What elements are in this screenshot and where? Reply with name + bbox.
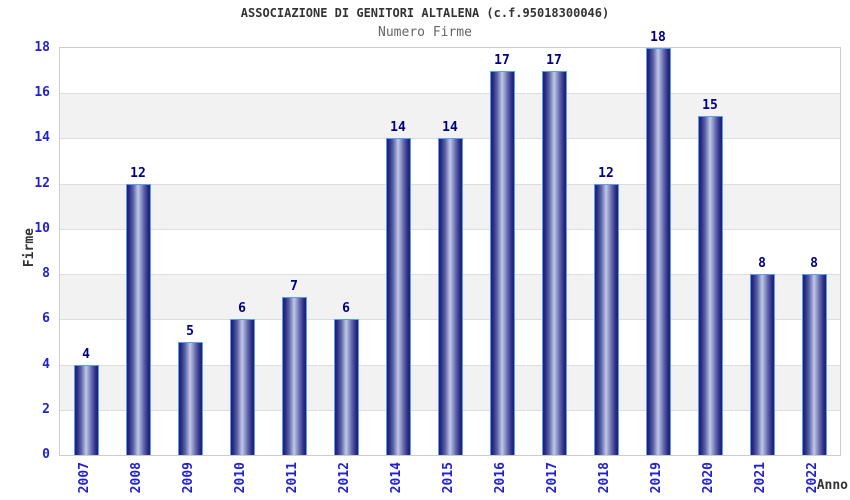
bar-2018 (593, 183, 619, 455)
bar-2008 (125, 183, 151, 455)
x-tick-label: 2012 (337, 462, 352, 494)
y-tick-label: 16 (34, 85, 50, 101)
bar-value-label: 14 (390, 120, 406, 136)
x-tick-label: 2020 (701, 462, 716, 494)
x-tick-label: 2014 (389, 462, 404, 494)
bar-value-label: 18 (650, 30, 666, 45)
bar-2021 (749, 274, 775, 455)
y-tick-label: 2 (42, 401, 50, 417)
bar-value-label: 7 (290, 278, 298, 294)
bar-2011 (281, 296, 307, 455)
bar-2007 (73, 364, 99, 455)
x-tick-label: 2011 (285, 462, 300, 494)
x-tick-label: 2008 (129, 462, 144, 494)
x-tick-label: 2021 (753, 462, 768, 494)
bar-value-label: 6 (342, 301, 350, 317)
x-axis-label: Anno (816, 478, 848, 493)
bar-value-label: 12 (130, 165, 146, 181)
bar-2020 (697, 115, 723, 455)
bar-2022 (801, 274, 827, 455)
y-tick-label: 10 (34, 220, 50, 236)
grid-line (60, 93, 840, 95)
bar-value-label: 8 (758, 256, 766, 272)
y-tick-label: 6 (42, 311, 50, 327)
bar-2012 (333, 319, 359, 455)
x-tick-label: 2015 (441, 462, 456, 494)
bar-value-label: 12 (598, 165, 614, 181)
x-tick-label: 2019 (649, 462, 664, 494)
y-tick-label: 18 (34, 40, 50, 55)
x-tick-label: 2010 (233, 462, 248, 494)
bar-2010 (229, 319, 255, 455)
bar-value-label: 6 (238, 301, 246, 317)
y-tick-label: 12 (34, 175, 50, 191)
bar-2009 (177, 341, 203, 455)
y-tick-label: 8 (42, 266, 50, 282)
plot-area: 4 12 5 6 7 6 14 14 17 17 12 18 15 8 8 (59, 30, 841, 456)
bar-value-label: 17 (546, 52, 562, 68)
x-tick-label: 2007 (77, 462, 92, 494)
bar-2019 (645, 48, 671, 455)
bar-value-label: 4 (82, 346, 90, 362)
bar-value-label: 8 (810, 256, 818, 272)
chart-subtitle: Numero Firme (378, 25, 472, 40)
bar-2016 (489, 70, 515, 455)
plot-band (60, 48, 840, 93)
bar-2015 (437, 138, 463, 455)
y-tick-label: 4 (42, 356, 50, 372)
x-tick-label: 2018 (597, 462, 612, 494)
bar-value-label: 15 (702, 97, 718, 113)
bar-2014 (385, 138, 411, 455)
bar-value-label: 17 (494, 52, 510, 68)
x-tick-label: 2016 (493, 462, 508, 494)
bar-value-label: 5 (186, 323, 194, 339)
bar-2017 (541, 70, 567, 455)
chart-title: ASSOCIAZIONE DI GENITORI ALTALENA (c.f.9… (240, 6, 610, 20)
y-tick-label: 14 (34, 130, 50, 146)
y-tick-label: 0 (42, 447, 50, 462)
x-tick-label: 2017 (545, 462, 560, 494)
bar-value-label: 14 (442, 120, 458, 136)
x-tick-label: 2009 (181, 462, 196, 494)
